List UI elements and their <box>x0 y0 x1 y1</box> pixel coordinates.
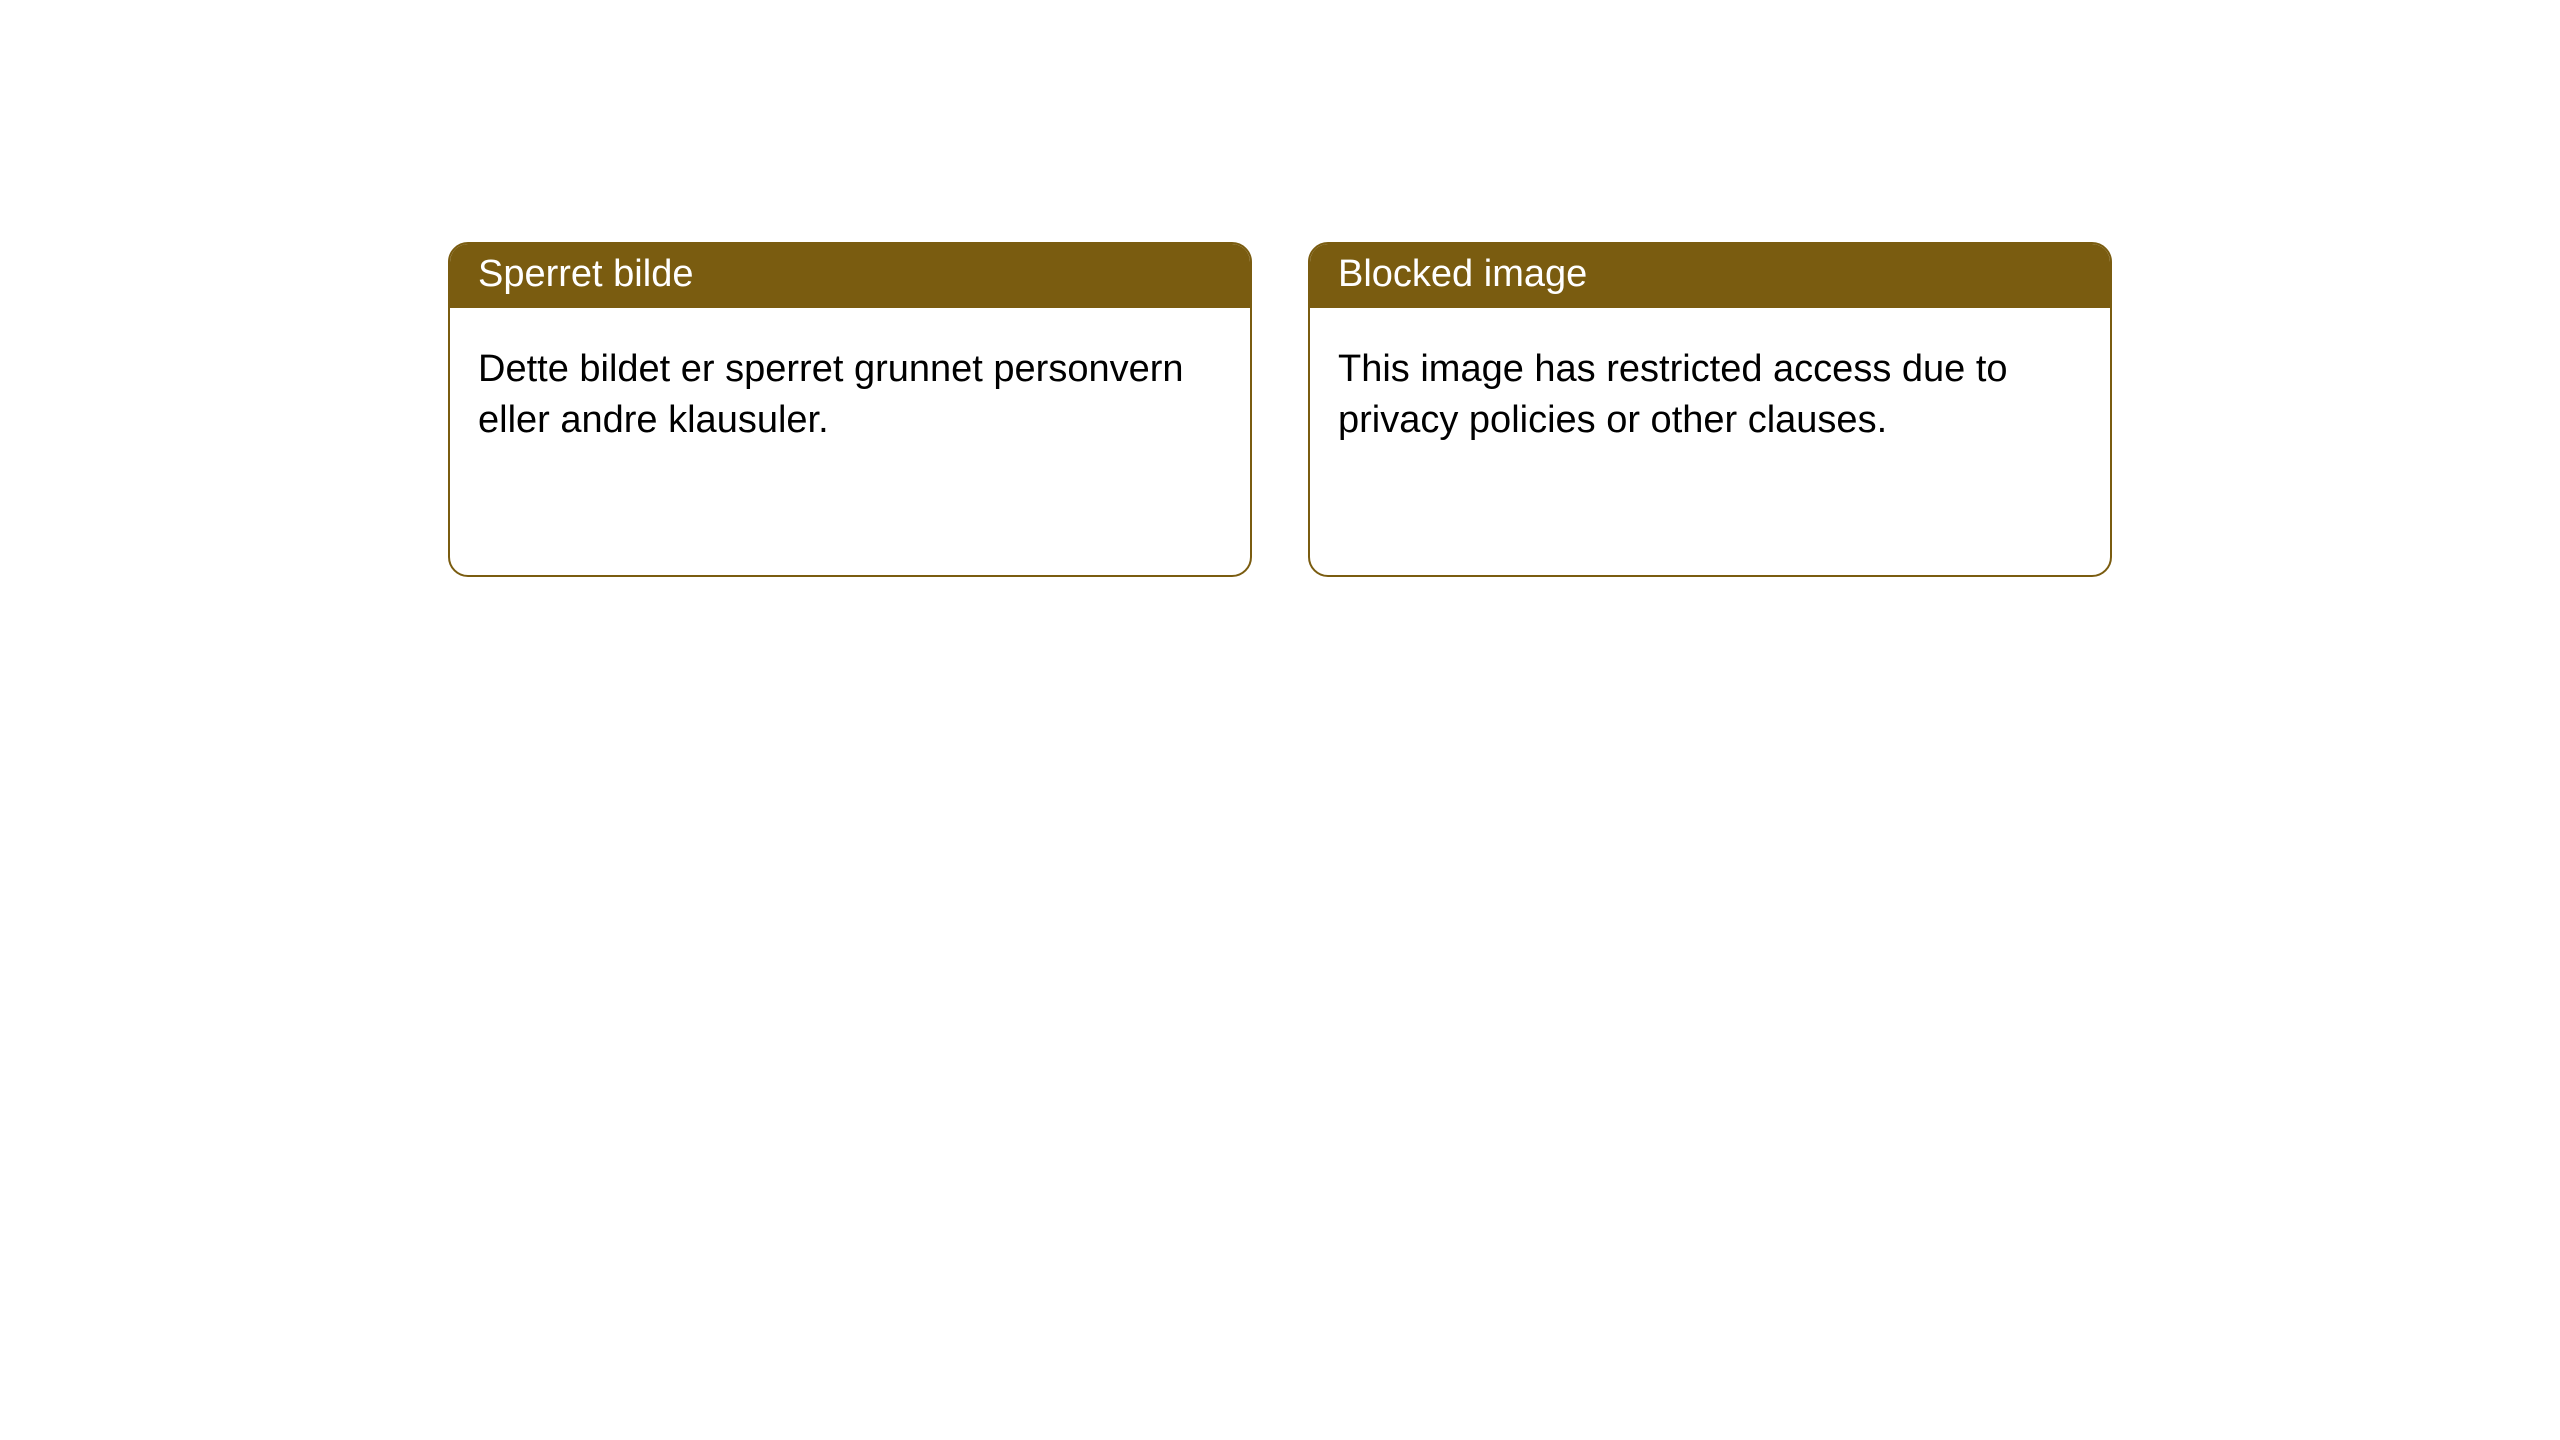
notice-container: Sperret bilde Dette bildet er sperret gr… <box>0 0 2560 577</box>
notice-card-norwegian: Sperret bilde Dette bildet er sperret gr… <box>448 242 1252 577</box>
notice-card-body: Dette bildet er sperret grunnet personve… <box>450 308 1250 475</box>
notice-card-english: Blocked image This image has restricted … <box>1308 242 2112 577</box>
notice-card-title: Sperret bilde <box>450 244 1250 308</box>
notice-card-title: Blocked image <box>1310 244 2110 308</box>
notice-card-body: This image has restricted access due to … <box>1310 308 2110 475</box>
